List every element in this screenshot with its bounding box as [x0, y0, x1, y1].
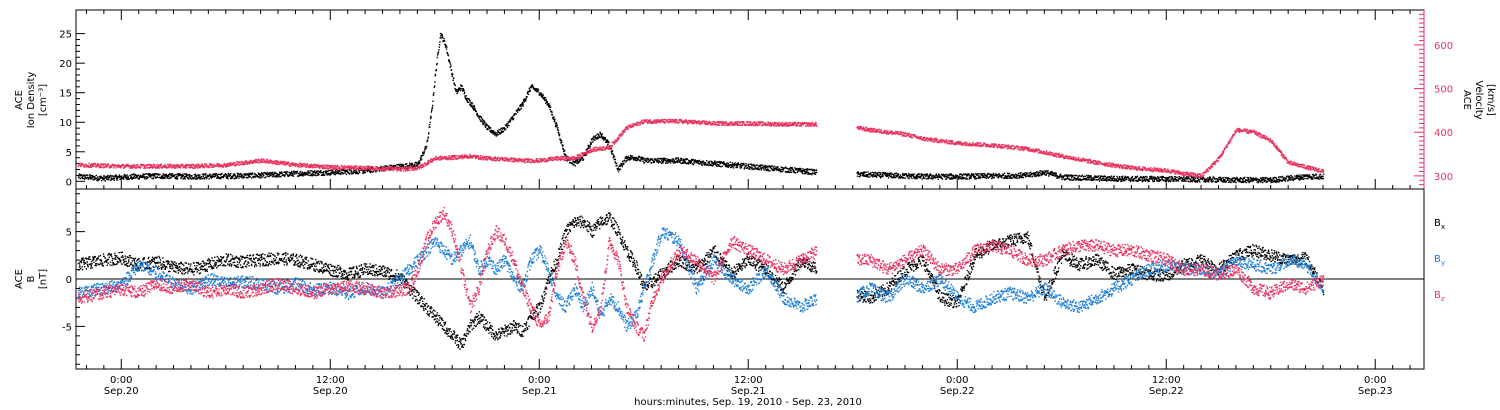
x-axis: 0:00Sep.2012:00Sep.200:00Sep.2112:00Sep.…: [85, 10, 1411, 397]
panel1-ylabel-line1: ACE: [14, 90, 25, 110]
legend-bz-label: B: [1434, 290, 1441, 301]
legend-bx: B x: [1434, 218, 1445, 231]
x-tick-date-label: Sep.20: [313, 386, 348, 397]
legend-bz: B z: [1434, 290, 1445, 303]
panel1-left-axis: 0 5 10 15 20 25: [59, 30, 85, 188]
legend-bx-label: B: [1434, 218, 1441, 229]
panel1-y2label-line3: [km/s]: [1485, 84, 1496, 116]
panel1-y2label-line1: ACE: [1461, 90, 1472, 110]
panel2-left-axis: -5 0 5: [62, 193, 85, 365]
x-tick-date-label: Sep.22: [1149, 386, 1184, 397]
legend-bx-sub: x: [1441, 223, 1445, 231]
legend-by: B y: [1434, 254, 1445, 267]
panel1-right-axis: 300 400 500 600: [1414, 10, 1453, 189]
panel2-ytick-label: 5: [66, 228, 72, 239]
x-tick-time-label: 0:00: [1364, 375, 1386, 386]
panel1-ytick-label: 25: [59, 30, 72, 41]
panel1-y2tick-label: 400: [1434, 128, 1453, 139]
by-points: [77, 227, 1325, 332]
legend-bz-sub: z: [1441, 295, 1445, 303]
panel1-ytick-label: 5: [66, 148, 72, 159]
bz-points: [77, 206, 1325, 342]
panel2-ylabel-line3: [nT]: [38, 269, 49, 289]
legend-by-label: B: [1434, 254, 1441, 265]
panel2-data: [77, 206, 1325, 350]
panel2-ytick-label: -5: [62, 322, 72, 333]
x-tick-date-label: Sep.20: [104, 386, 139, 397]
panel1-y2label-line2: Velocity: [1473, 80, 1484, 119]
x-tick-date-label: Sep.22: [940, 386, 975, 397]
x-tick-time-label: 12:00: [316, 375, 345, 386]
panel1-ylabel-line3: [cm⁻³]: [38, 84, 49, 116]
panel1-ytick-label: 0: [66, 177, 72, 188]
x-tick-date-label: Sep.21: [522, 386, 557, 397]
x-axis-label: hours:minutes, Sep. 19, 2010 - Sep. 23, …: [634, 397, 862, 408]
x-tick-time-label: 12:00: [734, 375, 763, 386]
density-points: [77, 32, 1325, 184]
panel1-y2tick-label: 500: [1434, 85, 1453, 96]
panel1-ytick-label: 20: [59, 59, 72, 70]
legend-by-sub: y: [1441, 259, 1445, 267]
panel1-data: [77, 32, 1325, 184]
panel-magnetic-field: -5 0 5 ACE B [nT] B x B y B z: [14, 188, 1445, 370]
x-tick-time-label: 0:00: [110, 375, 132, 386]
x-tick-date-label: Sep.23: [1358, 386, 1393, 397]
panel1-ylabel-line2: Ion Density: [26, 72, 37, 129]
velocity-points: [77, 118, 1325, 178]
x-tick-time-label: 0:00: [528, 375, 550, 386]
panel2-ytick-label: 0: [66, 275, 72, 286]
panel1-y2tick-label: 300: [1434, 172, 1453, 183]
panel2-ylabel-line2: B: [26, 275, 37, 282]
panel1-y2tick-label: 600: [1434, 41, 1453, 52]
x-tick-date-label: Sep.21: [731, 386, 766, 397]
x-tick-time-label: 12:00: [1152, 375, 1181, 386]
x-tick-time-label: 0:00: [946, 375, 968, 386]
panel2-ylabel-line1: ACE: [14, 269, 25, 289]
panel1-ytick-label: 10: [59, 118, 72, 129]
panel1-ytick-label: 15: [59, 89, 72, 100]
